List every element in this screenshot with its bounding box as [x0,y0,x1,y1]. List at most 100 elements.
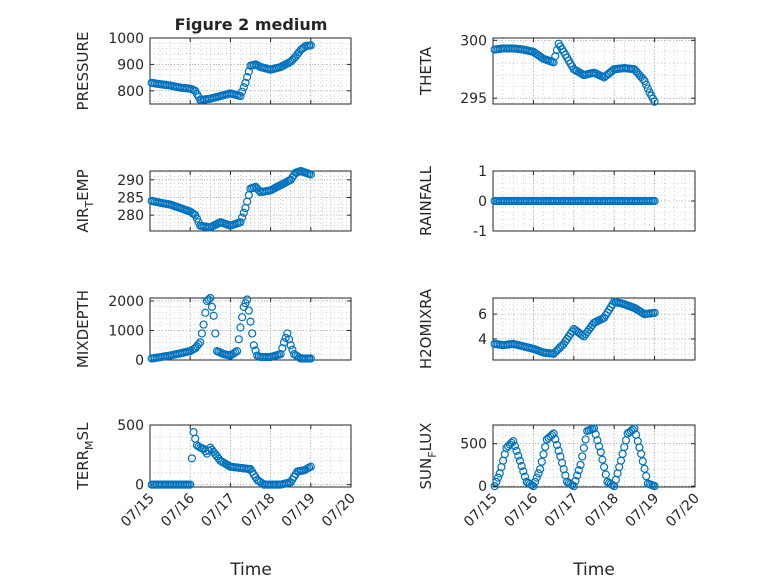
data-point [492,477,501,487]
data-point [579,443,589,453]
data-point [591,430,600,439]
data-point [552,440,562,450]
y-tick-label: 500 [117,418,144,434]
x-tick-label: 07/18 [239,491,279,531]
x-tick-label: 07/20 [319,491,359,531]
x-tick-label: 07/15 [118,491,158,531]
x-tick-label: 07/16 [501,490,541,530]
data-point [537,457,546,466]
data-point [541,442,550,451]
subplot-rainfall: -1 0 1 RAINFALL [417,164,696,240]
data-point [571,476,580,485]
data-point [650,308,659,317]
data-point [650,97,659,106]
y-tick-label: 800 [117,84,144,100]
data-point [573,471,582,480]
data-point [509,437,518,446]
data-point [549,429,558,438]
data-point [578,452,587,461]
data-point [196,338,205,347]
data-point [520,472,530,481]
data-point [239,83,248,92]
data-point [638,457,647,466]
data-point [286,341,295,350]
data-point [598,455,607,464]
data-point [534,469,543,478]
data-point [529,482,538,491]
data-point [517,461,526,471]
data-point [650,482,659,491]
data-point [201,308,210,317]
data-point [207,302,217,311]
y-tick-label: 1000 [108,31,144,47]
axes-box [492,37,696,105]
data-point [306,354,315,363]
data-point [306,170,315,179]
data-point [306,462,315,471]
data-point [601,470,610,479]
data-point [283,329,292,338]
y-tick-label: 1000 [108,323,144,339]
data-point [278,344,287,353]
axes-box [492,297,696,361]
data-point [204,295,213,304]
data-point [276,349,285,359]
data-point [642,472,651,481]
y-tick-label: 6 [478,307,487,323]
data-point [238,313,247,322]
y-tick-label: 0 [478,194,487,210]
y-axis-label: PRESSURE [74,32,92,111]
data-point [539,450,548,459]
x-axis-label-left: Time [229,560,272,580]
data-point [244,306,253,315]
figure-title: Figure 2 medium [175,15,328,34]
subplot-mixdepth: 0 1000 2000 MIXDEPTH [74,290,352,369]
data-point [236,91,245,101]
y-axis-label: RAINFALL [417,165,435,236]
data-point [589,424,599,433]
data-point [251,346,260,355]
data-point [594,442,604,451]
data-point [187,454,196,463]
subplot-theta: 295 300 THETA [417,33,696,107]
data-point [244,67,253,76]
data-point [642,80,651,89]
data-point [249,341,258,350]
subplot-pressure: 800 900 1000 PRESSURE [74,31,352,111]
data-point [490,482,499,491]
y-tick-label: 500 [460,437,487,453]
data-point [231,348,240,357]
data-point [512,446,521,456]
data-point [640,464,649,473]
data-point [650,196,659,206]
y-tick-label: 0 [135,353,144,369]
data-point [194,340,203,349]
x-tick-label: 07/20 [663,491,703,531]
axes-box [149,424,352,488]
x-tick-label: 07/19 [279,491,319,531]
data-point [248,329,257,338]
data-point [519,467,528,476]
x-tick-label: 07/16 [158,490,198,530]
data-point [199,320,208,329]
data-point [306,41,315,50]
data-point [241,78,250,87]
axes-box [149,37,352,105]
data-point [596,448,605,457]
y-axis-label: THETA [417,46,435,96]
data-point [239,208,248,217]
data-point [530,477,540,487]
data-point [514,451,523,460]
subplot-h2omixra: 4 6 H2OMIXRA [417,288,696,369]
data-point [637,449,646,458]
y-axis-label: SUNFLUX [417,423,439,490]
data-point [238,213,247,222]
data-point [510,441,519,451]
x-tick-label: 07/15 [461,491,501,531]
data-point [574,466,583,475]
x-tick-label: 07/19 [623,491,663,531]
x-axis-label-right: Time [572,560,615,580]
data-point [284,335,294,344]
